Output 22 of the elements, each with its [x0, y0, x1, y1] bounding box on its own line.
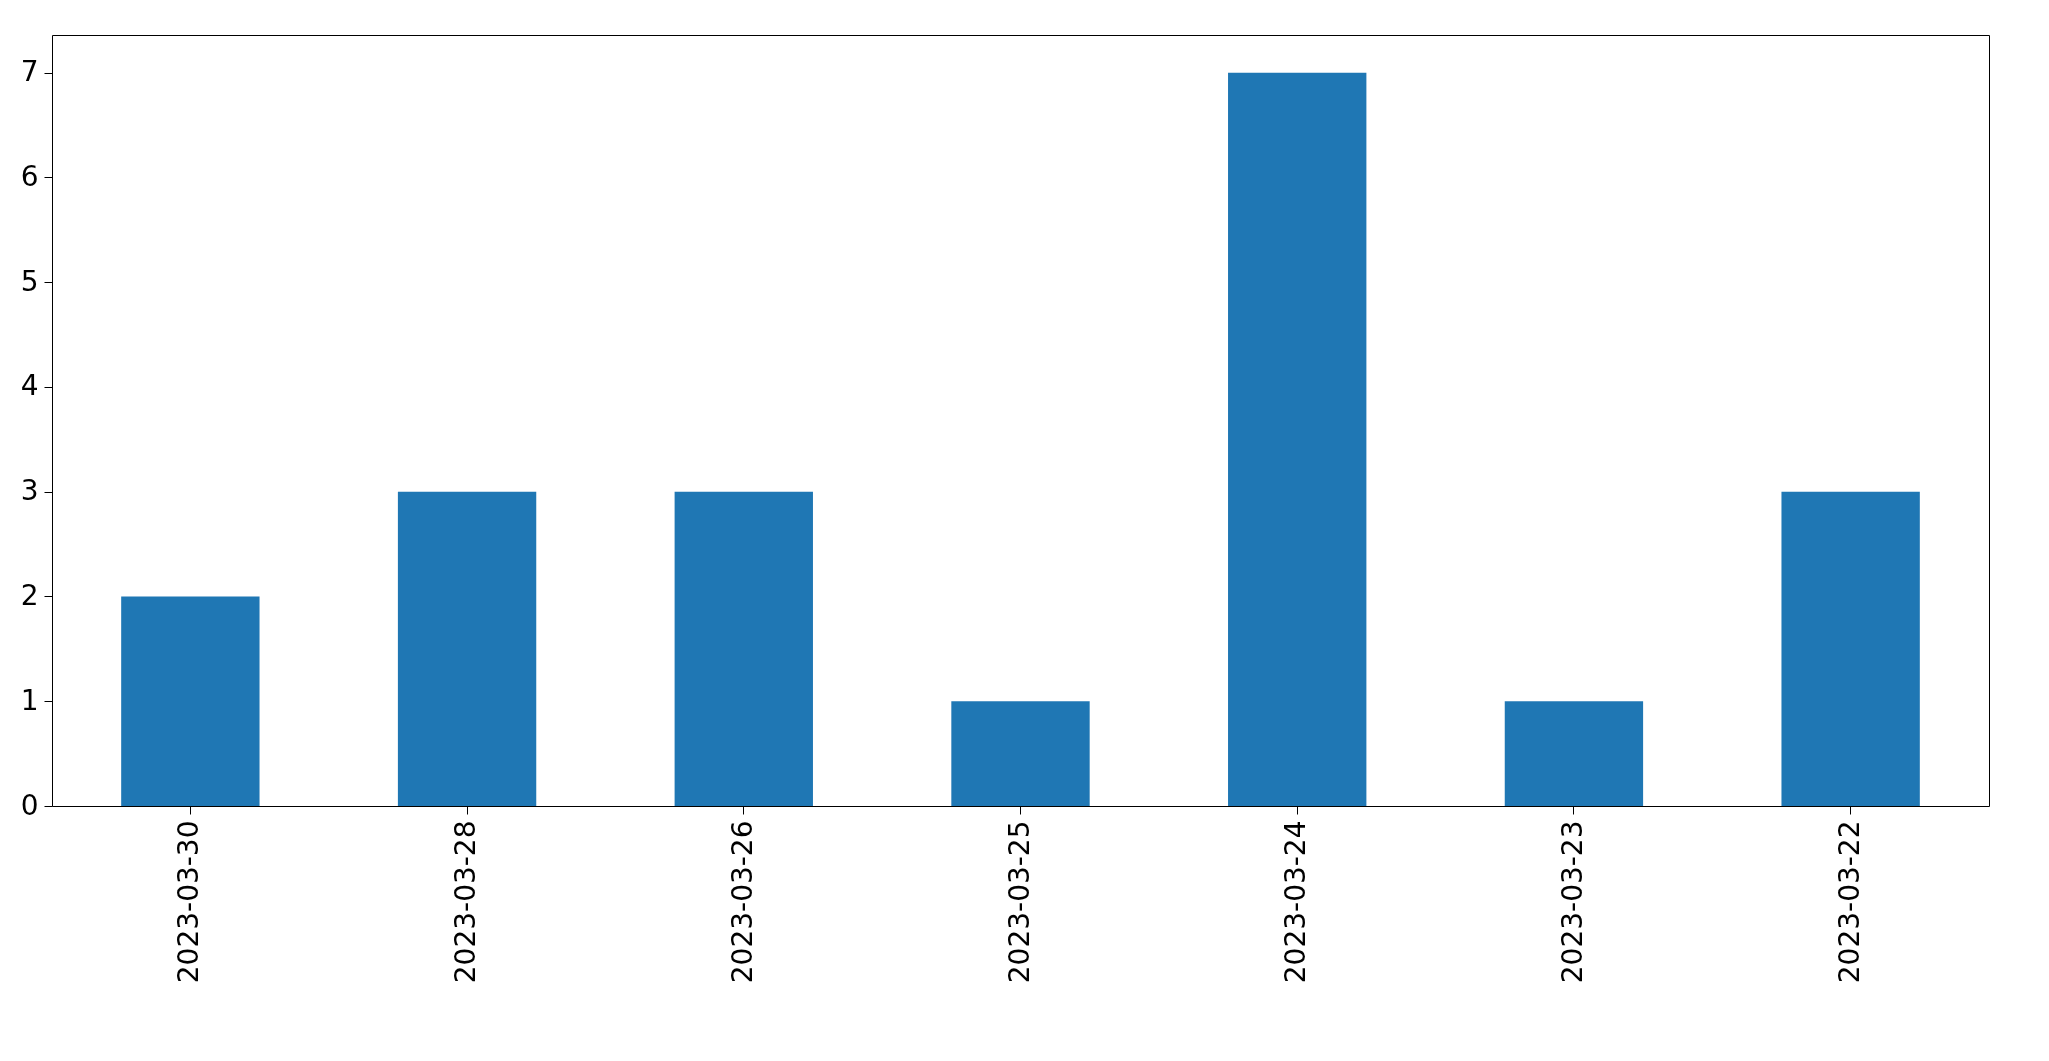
- bar: [674, 491, 813, 806]
- bar: [121, 596, 260, 806]
- x-tick-label: 2023-03-22: [1832, 820, 1866, 984]
- x-tick-label: 2023-03-23: [1555, 820, 1589, 984]
- bar: [1504, 701, 1644, 806]
- x-tick-label: 2023-03-24: [1279, 820, 1313, 984]
- bar: [397, 491, 537, 806]
- x-tick-label: 2023-03-26: [725, 820, 759, 984]
- y-tick-label: 6: [20, 159, 39, 193]
- x-tick-label: 2023-03-25: [1002, 820, 1036, 984]
- y-tick-label: 3: [20, 474, 39, 508]
- y-tick-label: 7: [20, 55, 39, 89]
- y-tick-label: 0: [20, 788, 39, 822]
- y-tick-label: 4: [20, 369, 39, 403]
- bar: [951, 701, 1090, 806]
- y-tick-label: 1: [20, 683, 39, 717]
- x-tick-label: 2023-03-28: [449, 820, 483, 984]
- bar: [1228, 72, 1367, 806]
- bar: [1781, 491, 1920, 806]
- y-tick-label: 5: [20, 264, 39, 298]
- y-tick-label: 2: [20, 578, 39, 612]
- x-tick-label: 2023-03-30: [172, 820, 206, 984]
